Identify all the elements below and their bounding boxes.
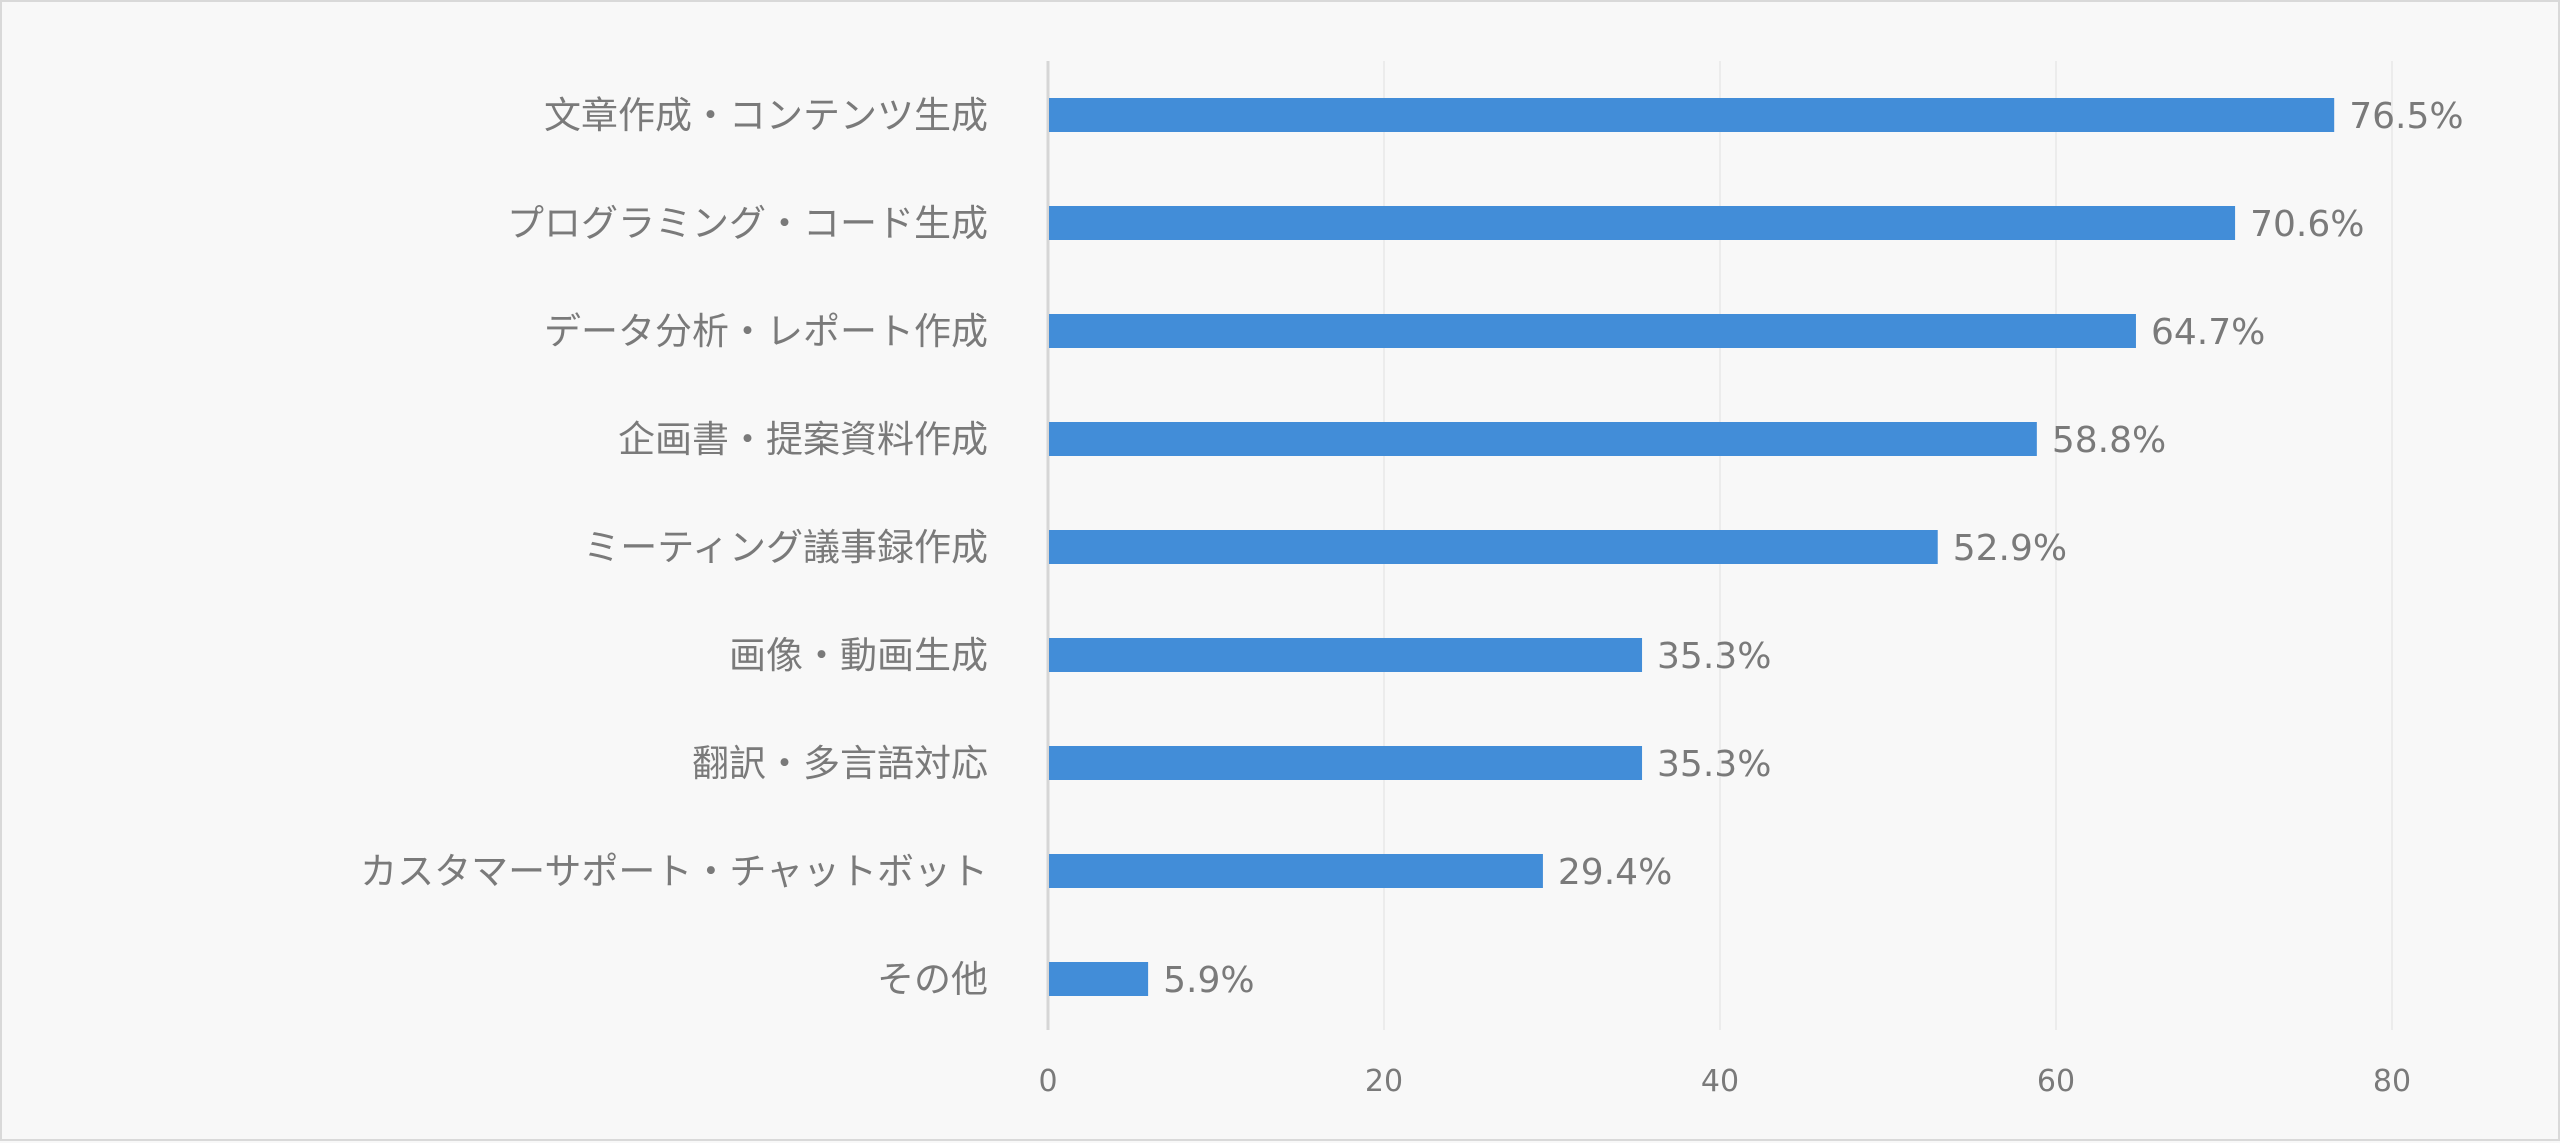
category-label: その他 [877,958,988,1001]
bar [1049,422,2037,456]
x-tick-label: 60 [2037,1064,2075,1099]
data-label: 29.4% [1558,852,1672,893]
category-label: データ分析・レポート作成 [544,310,988,353]
bar [1049,962,1149,996]
bar [1049,530,1938,564]
category-label: 文章作成・コンテンツ生成 [544,94,988,137]
x-tick-label: 80 [2373,1064,2411,1099]
data-label: 35.3% [1657,636,1771,677]
category-label: 画像・動画生成 [729,634,988,677]
x-tick-label: 20 [1365,1064,1403,1099]
x-tick-label: 40 [1701,1064,1739,1099]
data-label: 58.8% [2052,420,2166,461]
data-label: 76.5% [2349,96,2463,137]
data-label: 64.7% [2151,312,2265,353]
bar [1049,638,1643,672]
data-label: 52.9% [1953,528,2067,569]
category-label: 翻訳・多言語対応 [692,742,988,785]
bar [1049,854,1543,888]
bar [1049,314,2136,348]
bar [1049,206,2236,240]
category-label: 企画書・提案資料作成 [618,418,988,461]
data-label: 70.6% [2250,204,2364,245]
bar [1049,98,2335,132]
category-label: ミーティング議事録作成 [583,526,988,569]
data-label: 5.9% [1163,960,1254,1001]
data-label: 35.3% [1657,744,1771,785]
category-label: カスタマーサポート・チャットボット [360,850,988,893]
bar [1049,746,1643,780]
category-label: プログラミング・コード生成 [507,202,988,245]
x-tick-label: 0 [1038,1064,1057,1099]
